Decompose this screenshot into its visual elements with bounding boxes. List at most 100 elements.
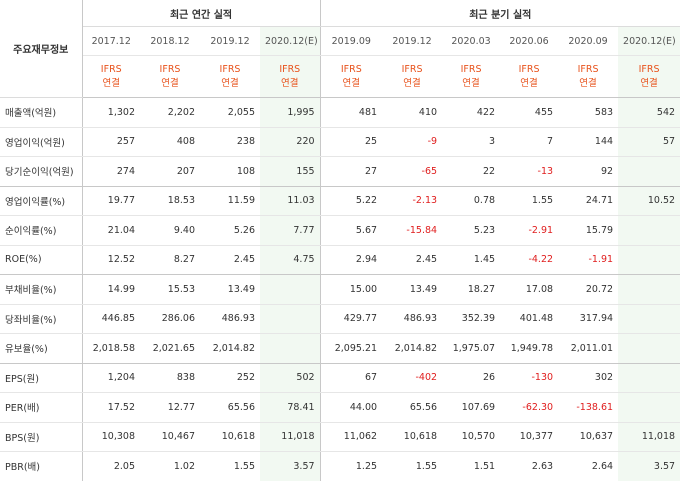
value-cell: 26 <box>442 363 501 393</box>
row-label: BPS(원) <box>0 422 83 452</box>
value-cell: 11.59 <box>200 186 260 216</box>
basis-cell[interactable]: IFRS 연결 <box>382 55 443 98</box>
basis-cell[interactable]: IFRS 연결 <box>500 55 559 98</box>
period-header: 2019.09 <box>319 26 383 56</box>
annual-header: 최근 연간 실적 <box>82 0 321 27</box>
basis-ifrs-label: IFRS <box>279 63 301 75</box>
value-cell <box>260 304 321 334</box>
table-row: 매출액(억원) 1,302 2,202 2,055 1,995 481 410 422 455 5… <box>0 97 681 128</box>
row-label: PER(배) <box>0 392 83 423</box>
value-cell: 17.08 <box>500 274 559 305</box>
basis-ifrs-label: IFRS <box>518 63 540 75</box>
basis-consolidated-label: 연결 <box>403 77 421 89</box>
value-cell: 1,302 <box>82 97 140 128</box>
basis-cell[interactable]: IFRS 연결 <box>200 55 260 98</box>
value-cell: 401.48 <box>500 304 559 334</box>
row-label: 부채비율(%) <box>0 274 83 305</box>
value-cell: 3.57 <box>618 451 681 481</box>
basis-ifrs-label: IFRS <box>638 63 660 75</box>
value-cell: 2,055 <box>200 97 260 128</box>
value-cell: 67 <box>319 363 383 393</box>
value-cell: 2,014.82 <box>382 333 443 364</box>
value-cell: 2,021.65 <box>140 333 200 364</box>
value-cell: 10,618 <box>200 422 260 452</box>
corner-label: 주요재무정보 <box>0 0 83 98</box>
value-cell: 11,018 <box>260 422 321 452</box>
value-cell: 302 <box>558 363 619 393</box>
basis-consolidated-label: 연결 <box>102 77 120 89</box>
value-cell <box>618 156 681 187</box>
table-row: 영업이익(억원) 257 408 238 220 25 -9 3 7 144 57 <box>0 127 681 157</box>
quarter-header: 최근 분기 실적 <box>319 0 681 27</box>
basis-ifrs-label: IFRS <box>159 63 181 75</box>
value-cell: 10.52 <box>618 186 681 216</box>
table-row: BPS(원) 10,308 10,467 10,618 11,018 11,062 10,6… <box>0 422 681 452</box>
value-cell: 9.40 <box>140 215 200 246</box>
value-cell: 1.55 <box>415 460 438 472</box>
value-cell: -9 <box>382 127 443 157</box>
basis-cell[interactable]: IFRS 연결 <box>82 55 140 98</box>
value-cell <box>618 333 681 364</box>
period-header: 2018.12 <box>140 26 200 56</box>
row-label: PBR(배) <box>0 451 83 481</box>
row-label: 당좌비율(%) <box>0 304 83 334</box>
value-cell: 1,975.07 <box>442 333 501 364</box>
basis-ifrs-label: IFRS <box>340 63 362 75</box>
value-cell: 5.67 <box>319 215 383 246</box>
basis-ifrs-label: IFRS <box>219 63 241 75</box>
table-row: 당좌비율(%) 446.85 286.06 486.93 429.77 486.93 352… <box>0 304 681 334</box>
value-cell: 1.55 <box>500 186 559 216</box>
basis-cell[interactable]: IFRS 연결 <box>260 55 321 98</box>
table-body: 매출액(억원) 1,302 2,202 2,055 1,995 481 410 422 455 5… <box>0 97 681 481</box>
value-cell: -1.91 <box>558 245 619 275</box>
value-cell: 455 <box>500 97 559 128</box>
value-cell: 57 <box>618 127 681 157</box>
value-cell: 583 <box>558 97 619 128</box>
value-cell: 44.00 <box>319 392 383 423</box>
value-cell: 13.49 <box>382 274 443 305</box>
table-row: PER(배) 17.52 12.77 65.56 78.41 44.00 65.56 107.… <box>0 392 681 423</box>
value-cell: 144 <box>558 127 619 157</box>
value-cell: 10,377 <box>500 422 559 452</box>
value-cell: 2.64 <box>591 460 614 472</box>
basis-cell[interactable]: IFRS 연결 <box>442 55 501 98</box>
value-cell: 446.85 <box>82 304 140 334</box>
value-cell: -62.30 <box>500 392 559 423</box>
value-cell: 20.72 <box>558 274 619 305</box>
period-header: 2019.12 <box>200 26 260 56</box>
value-cell: 18.27 <box>442 274 501 305</box>
value-cell: 15.53 <box>140 274 200 305</box>
basis-cell[interactable]: IFRS 연결 <box>618 55 681 98</box>
basis-cell[interactable]: IFRS 연결 <box>319 55 383 98</box>
value-cell: 24.71 <box>558 186 619 216</box>
value-cell: 1.45 <box>442 245 501 275</box>
basis-consolidated-label: 연결 <box>579 77 597 89</box>
basis-header-row: IFRS 연결 IFRS 연결 IFRS 연결 IFRS 연결 IFRS 연결 IFRS 연결 IFRS… <box>0 55 681 98</box>
value-cell: 1,204 <box>82 363 140 393</box>
value-cell: 2.63 <box>531 460 554 472</box>
value-cell: 4.75 <box>260 245 321 275</box>
basis-cell[interactable]: IFRS 연결 <box>558 55 619 98</box>
period-header: 2020.12(E) <box>260 26 321 56</box>
value-cell <box>618 274 681 305</box>
value-cell: 15.79 <box>558 215 619 246</box>
value-cell: 3.57 <box>260 451 321 481</box>
value-cell: -402 <box>382 363 443 393</box>
value-cell: 252 <box>200 363 260 393</box>
value-cell: 19.77 <box>82 186 140 216</box>
value-cell: 542 <box>618 97 681 128</box>
value-cell: 238 <box>200 127 260 157</box>
table-row: 영업이익률(%) 19.77 18.53 11.59 11.03 5.22 -2.13 0.7… <box>0 186 681 216</box>
value-cell: -138.61 <box>558 392 619 423</box>
value-cell: 11,062 <box>319 422 383 452</box>
value-cell: -15.84 <box>382 215 443 246</box>
value-cell: 10,570 <box>442 422 501 452</box>
period-header: 2020.03 <box>442 26 501 56</box>
value-cell: 1,949.78 <box>500 333 559 364</box>
basis-cell[interactable]: IFRS 연결 <box>140 55 200 98</box>
value-cell: 2,011.01 <box>558 333 619 364</box>
value-cell: 2.94 <box>319 245 383 275</box>
period-header: 2020.09 <box>558 26 619 56</box>
value-cell: 11,018 <box>618 422 681 452</box>
value-cell: 2,018.58 <box>82 333 140 364</box>
